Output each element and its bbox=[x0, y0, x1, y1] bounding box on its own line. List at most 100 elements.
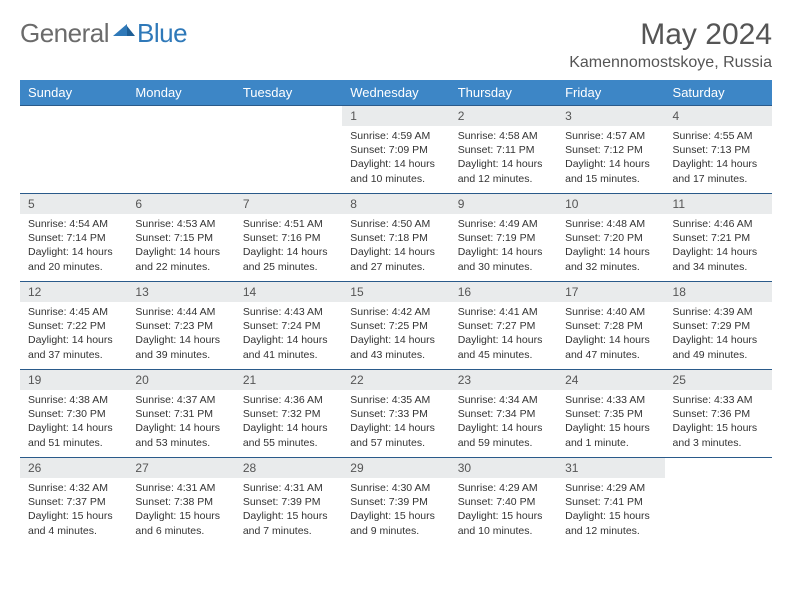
day-details: Sunrise: 4:41 AMSunset: 7:27 PMDaylight:… bbox=[450, 302, 557, 366]
day-number: 28 bbox=[235, 458, 342, 478]
calendar-day-cell: 15Sunrise: 4:42 AMSunset: 7:25 PMDayligh… bbox=[342, 282, 449, 370]
calendar-day-cell: 31Sunrise: 4:29 AMSunset: 7:41 PMDayligh… bbox=[557, 458, 664, 546]
day-details: Sunrise: 4:35 AMSunset: 7:33 PMDaylight:… bbox=[342, 390, 449, 454]
day-details: Sunrise: 4:32 AMSunset: 7:37 PMDaylight:… bbox=[20, 478, 127, 542]
calendar-day-cell: 22Sunrise: 4:35 AMSunset: 7:33 PMDayligh… bbox=[342, 370, 449, 458]
calendar-day-cell: 27Sunrise: 4:31 AMSunset: 7:38 PMDayligh… bbox=[127, 458, 234, 546]
day-details: Sunrise: 4:31 AMSunset: 7:38 PMDaylight:… bbox=[127, 478, 234, 542]
day-details: Sunrise: 4:49 AMSunset: 7:19 PMDaylight:… bbox=[450, 214, 557, 278]
day-number: 11 bbox=[665, 194, 772, 214]
calendar-day-cell: .. bbox=[665, 458, 772, 546]
calendar-week-row: 26Sunrise: 4:32 AMSunset: 7:37 PMDayligh… bbox=[20, 458, 772, 546]
logo-text-blue: Blue bbox=[137, 18, 187, 49]
calendar-day-cell: 29Sunrise: 4:30 AMSunset: 7:39 PMDayligh… bbox=[342, 458, 449, 546]
day-details: Sunrise: 4:36 AMSunset: 7:32 PMDaylight:… bbox=[235, 390, 342, 454]
calendar-day-cell: 4Sunrise: 4:55 AMSunset: 7:13 PMDaylight… bbox=[665, 106, 772, 194]
calendar-day-cell: 26Sunrise: 4:32 AMSunset: 7:37 PMDayligh… bbox=[20, 458, 127, 546]
calendar-day-cell: 10Sunrise: 4:48 AMSunset: 7:20 PMDayligh… bbox=[557, 194, 664, 282]
calendar-day-cell: 23Sunrise: 4:34 AMSunset: 7:34 PMDayligh… bbox=[450, 370, 557, 458]
day-details: Sunrise: 4:54 AMSunset: 7:14 PMDaylight:… bbox=[20, 214, 127, 278]
day-details: Sunrise: 4:34 AMSunset: 7:34 PMDaylight:… bbox=[450, 390, 557, 454]
day-details: Sunrise: 4:29 AMSunset: 7:41 PMDaylight:… bbox=[557, 478, 664, 542]
weekday-header: Monday bbox=[127, 80, 234, 106]
calendar-day-cell: 9Sunrise: 4:49 AMSunset: 7:19 PMDaylight… bbox=[450, 194, 557, 282]
day-details: Sunrise: 4:42 AMSunset: 7:25 PMDaylight:… bbox=[342, 302, 449, 366]
day-details: Sunrise: 4:57 AMSunset: 7:12 PMDaylight:… bbox=[557, 126, 664, 190]
calendar-day-cell: 28Sunrise: 4:31 AMSunset: 7:39 PMDayligh… bbox=[235, 458, 342, 546]
weekday-header: Wednesday bbox=[342, 80, 449, 106]
day-details: Sunrise: 4:48 AMSunset: 7:20 PMDaylight:… bbox=[557, 214, 664, 278]
day-details: Sunrise: 4:44 AMSunset: 7:23 PMDaylight:… bbox=[127, 302, 234, 366]
weekday-header: Thursday bbox=[450, 80, 557, 106]
day-number: 5 bbox=[20, 194, 127, 214]
day-number: 19 bbox=[20, 370, 127, 390]
day-details: Sunrise: 4:40 AMSunset: 7:28 PMDaylight:… bbox=[557, 302, 664, 366]
calendar-day-cell: 2Sunrise: 4:58 AMSunset: 7:11 PMDaylight… bbox=[450, 106, 557, 194]
calendar-week-row: 5Sunrise: 4:54 AMSunset: 7:14 PMDaylight… bbox=[20, 194, 772, 282]
calendar-day-cell: 1Sunrise: 4:59 AMSunset: 7:09 PMDaylight… bbox=[342, 106, 449, 194]
calendar-table: SundayMondayTuesdayWednesdayThursdayFrid… bbox=[20, 80, 772, 546]
day-number: 25 bbox=[665, 370, 772, 390]
calendar-day-cell: 14Sunrise: 4:43 AMSunset: 7:24 PMDayligh… bbox=[235, 282, 342, 370]
day-number: 9 bbox=[450, 194, 557, 214]
day-details: Sunrise: 4:39 AMSunset: 7:29 PMDaylight:… bbox=[665, 302, 772, 366]
day-number: 23 bbox=[450, 370, 557, 390]
calendar-day-cell: 5Sunrise: 4:54 AMSunset: 7:14 PMDaylight… bbox=[20, 194, 127, 282]
header: General Blue May 2024 Kamennomostskoye, … bbox=[20, 18, 772, 72]
day-details: Sunrise: 4:29 AMSunset: 7:40 PMDaylight:… bbox=[450, 478, 557, 542]
weekday-header: Tuesday bbox=[235, 80, 342, 106]
day-number: 7 bbox=[235, 194, 342, 214]
day-number: 10 bbox=[557, 194, 664, 214]
day-details: Sunrise: 4:30 AMSunset: 7:39 PMDaylight:… bbox=[342, 478, 449, 542]
day-number: 12 bbox=[20, 282, 127, 302]
logo: General Blue bbox=[20, 18, 187, 49]
logo-mark-icon bbox=[113, 20, 135, 43]
calendar-day-cell: 18Sunrise: 4:39 AMSunset: 7:29 PMDayligh… bbox=[665, 282, 772, 370]
calendar-day-cell: 7Sunrise: 4:51 AMSunset: 7:16 PMDaylight… bbox=[235, 194, 342, 282]
calendar-week-row: ......1Sunrise: 4:59 AMSunset: 7:09 PMDa… bbox=[20, 106, 772, 194]
calendar-day-cell: 13Sunrise: 4:44 AMSunset: 7:23 PMDayligh… bbox=[127, 282, 234, 370]
day-number: 4 bbox=[665, 106, 772, 126]
day-number: 16 bbox=[450, 282, 557, 302]
page-title: May 2024 bbox=[569, 18, 772, 52]
calendar-day-cell: 20Sunrise: 4:37 AMSunset: 7:31 PMDayligh… bbox=[127, 370, 234, 458]
day-number: 31 bbox=[557, 458, 664, 478]
day-number: 26 bbox=[20, 458, 127, 478]
title-block: May 2024 Kamennomostskoye, Russia bbox=[569, 18, 772, 72]
calendar-week-row: 19Sunrise: 4:38 AMSunset: 7:30 PMDayligh… bbox=[20, 370, 772, 458]
day-number: 27 bbox=[127, 458, 234, 478]
day-details: Sunrise: 4:45 AMSunset: 7:22 PMDaylight:… bbox=[20, 302, 127, 366]
day-number: 2 bbox=[450, 106, 557, 126]
day-details: Sunrise: 4:53 AMSunset: 7:15 PMDaylight:… bbox=[127, 214, 234, 278]
day-number: 14 bbox=[235, 282, 342, 302]
day-number: 30 bbox=[450, 458, 557, 478]
day-details: Sunrise: 4:33 AMSunset: 7:36 PMDaylight:… bbox=[665, 390, 772, 454]
calendar-week-row: 12Sunrise: 4:45 AMSunset: 7:22 PMDayligh… bbox=[20, 282, 772, 370]
day-number: 17 bbox=[557, 282, 664, 302]
day-details: Sunrise: 4:31 AMSunset: 7:39 PMDaylight:… bbox=[235, 478, 342, 542]
calendar-day-cell: 12Sunrise: 4:45 AMSunset: 7:22 PMDayligh… bbox=[20, 282, 127, 370]
calendar-day-cell: 24Sunrise: 4:33 AMSunset: 7:35 PMDayligh… bbox=[557, 370, 664, 458]
day-number: 20 bbox=[127, 370, 234, 390]
calendar-day-cell: .. bbox=[235, 106, 342, 194]
day-number: 1 bbox=[342, 106, 449, 126]
day-number: 24 bbox=[557, 370, 664, 390]
calendar-day-cell: 17Sunrise: 4:40 AMSunset: 7:28 PMDayligh… bbox=[557, 282, 664, 370]
day-details: Sunrise: 4:38 AMSunset: 7:30 PMDaylight:… bbox=[20, 390, 127, 454]
day-number: 21 bbox=[235, 370, 342, 390]
calendar-day-cell: 21Sunrise: 4:36 AMSunset: 7:32 PMDayligh… bbox=[235, 370, 342, 458]
calendar-day-cell: 25Sunrise: 4:33 AMSunset: 7:36 PMDayligh… bbox=[665, 370, 772, 458]
day-details: Sunrise: 4:55 AMSunset: 7:13 PMDaylight:… bbox=[665, 126, 772, 190]
day-details: Sunrise: 4:46 AMSunset: 7:21 PMDaylight:… bbox=[665, 214, 772, 278]
day-number: 13 bbox=[127, 282, 234, 302]
calendar-day-cell: 11Sunrise: 4:46 AMSunset: 7:21 PMDayligh… bbox=[665, 194, 772, 282]
day-details: Sunrise: 4:50 AMSunset: 7:18 PMDaylight:… bbox=[342, 214, 449, 278]
day-details: Sunrise: 4:59 AMSunset: 7:09 PMDaylight:… bbox=[342, 126, 449, 190]
day-details: Sunrise: 4:58 AMSunset: 7:11 PMDaylight:… bbox=[450, 126, 557, 190]
day-number: 22 bbox=[342, 370, 449, 390]
location-text: Kamennomostskoye, Russia bbox=[569, 54, 772, 72]
logo-text-general: General bbox=[20, 18, 109, 49]
day-number: 8 bbox=[342, 194, 449, 214]
day-number: 18 bbox=[665, 282, 772, 302]
weekday-header-row: SundayMondayTuesdayWednesdayThursdayFrid… bbox=[20, 80, 772, 106]
